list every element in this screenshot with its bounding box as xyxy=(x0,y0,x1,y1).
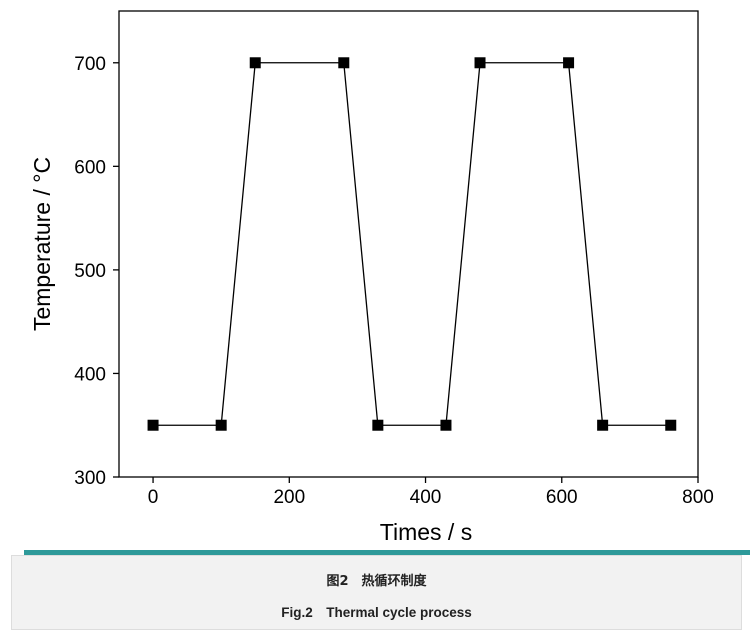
data-point-marker xyxy=(147,419,159,431)
data-point-marker xyxy=(249,57,261,69)
thermal-cycle-chart: 0 200 400 600 800 300 400 500 600 700 Times / s T… xyxy=(29,10,714,545)
y-tick-label: 300 xyxy=(74,468,106,489)
y-tick-label: 500 xyxy=(74,261,106,282)
data-point-marker xyxy=(665,419,677,431)
data-point-marker xyxy=(440,419,452,431)
x-tick-label: 0 xyxy=(148,487,159,508)
data-point-marker xyxy=(338,57,350,69)
data-point-marker xyxy=(372,419,384,431)
figure-caption: 图2 热循环制度 Fig.2 Thermal cycle process xyxy=(11,555,742,630)
series-group xyxy=(147,57,677,431)
x-axis-label: Times / s xyxy=(380,519,472,545)
y-tick-label: 700 xyxy=(74,54,106,75)
data-point-marker xyxy=(597,419,609,431)
series-line xyxy=(153,62,671,426)
x-tick-label: 400 xyxy=(410,487,442,508)
x-tick-label: 800 xyxy=(682,487,714,508)
plot-frame xyxy=(118,10,699,478)
data-point-marker xyxy=(215,419,227,431)
y-tick-label: 600 xyxy=(74,157,106,178)
y-tick-label: 400 xyxy=(74,364,106,385)
data-point-marker xyxy=(563,57,575,69)
accent-bar xyxy=(24,550,750,555)
x-tick-label: 600 xyxy=(546,487,578,508)
y-axis-label: Temperature / °C xyxy=(29,157,55,331)
data-point-marker xyxy=(474,57,486,69)
axis-ticks: 0 200 400 600 800 300 400 500 600 700 xyxy=(74,54,714,508)
caption-english: Fig.2 Thermal cycle process xyxy=(281,605,472,620)
caption-chinese: 图2 热循环制度 xyxy=(326,574,427,589)
x-tick-label: 200 xyxy=(273,487,305,508)
